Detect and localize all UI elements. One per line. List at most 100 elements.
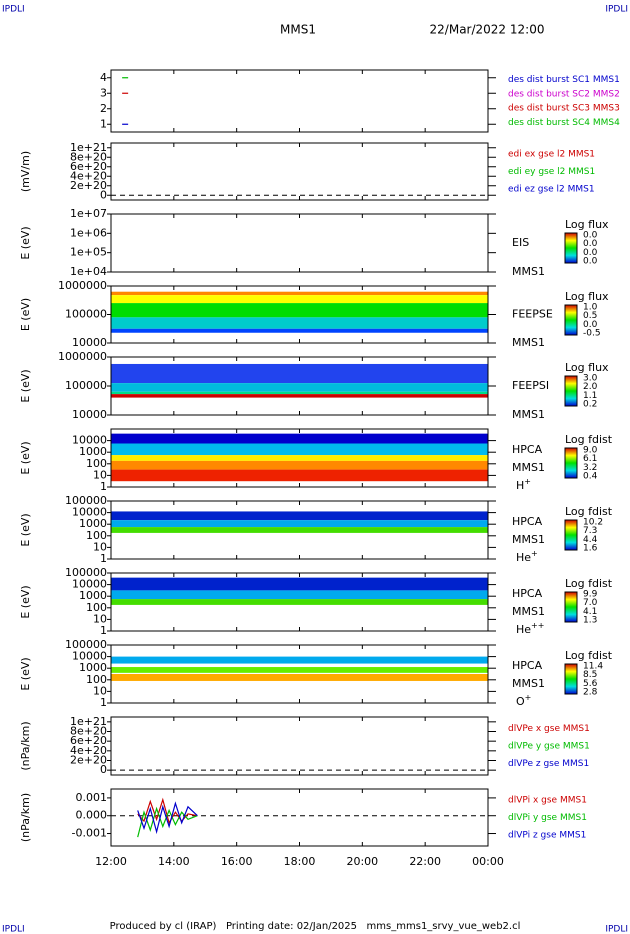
y-tick-label: 8e+20 — [70, 150, 107, 163]
y-tick-label: 10 — [93, 684, 107, 697]
y-axis-label: E (eV) — [19, 298, 32, 331]
legend-label: des dist burst SC2 MMS2 — [508, 89, 620, 99]
y-tick-label: 1e+06 — [70, 226, 107, 239]
colorbar-label: 2.8 — [583, 688, 598, 698]
spectrogram-fill — [111, 460, 488, 470]
species-base: H — [516, 479, 524, 492]
species-label: O+ — [516, 693, 531, 709]
y-tick-label: 4e+20 — [70, 744, 107, 757]
y-tick-label: 6e+20 — [70, 160, 107, 173]
title: MMS1 — [280, 23, 316, 37]
legend-label: dlVPi z gse MMS1 — [508, 830, 586, 840]
y-tick-label: 3 — [100, 86, 107, 99]
legend-label: des dist burst SC3 MMS3 — [508, 104, 620, 114]
colorbar-label: 10.2 — [583, 518, 603, 528]
y-tick-label: 4e+20 — [70, 169, 107, 182]
instrument-label: HPCA — [512, 443, 543, 456]
spectrogram-fill — [111, 511, 488, 521]
colorbar-label: 9.0 — [583, 446, 598, 456]
y-tick-label: 10000 — [72, 650, 107, 663]
y-tick-label: 2 — [100, 102, 107, 115]
colorbar-label: 7.0 — [583, 598, 598, 608]
colorbar-label: 3.0 — [583, 374, 598, 384]
spectrogram-fill — [111, 391, 488, 395]
y-tick-label: 100 — [86, 457, 107, 470]
colorbar-label: 0.4 — [583, 472, 598, 482]
legend-label: edi ez gse l2 MMS1 — [508, 184, 595, 194]
colorbar-label: 11.4 — [583, 662, 603, 672]
y-tick-label: 1e+21 — [70, 141, 107, 154]
y-tick-label: 4 — [100, 71, 107, 84]
y-tick-label: 1000 — [79, 445, 107, 458]
species-base: He — [516, 551, 531, 564]
spacecraft-label: MMS1 — [512, 336, 545, 349]
y-tick-label: 10000 — [72, 506, 107, 519]
y-tick-label: 100000 — [65, 566, 107, 579]
panel-frame — [110, 213, 489, 273]
y-axis-label: (nPa/km) — [19, 721, 32, 770]
y-axis-label: E (eV) — [19, 226, 32, 259]
colorbar-label: 1.0 — [583, 303, 598, 313]
y-tick-label: 1e+07 — [70, 207, 107, 220]
spectrogram-fill — [111, 363, 488, 384]
spectrogram-fill — [111, 656, 488, 664]
y-tick-label: 10000 — [72, 434, 107, 447]
y-tick-label: 1 — [100, 552, 107, 565]
spectrogram-fill — [111, 590, 488, 600]
x-tick-label: 20:00 — [346, 855, 378, 868]
y-tick-label: 1000 — [79, 517, 107, 530]
y-tick-label: 100 — [86, 673, 107, 686]
y-tick-label: 1000 — [79, 661, 107, 674]
panel-frame — [110, 69, 489, 133]
y-tick-label: -0.001 — [72, 827, 107, 840]
y-axis-label: E (eV) — [19, 585, 32, 618]
y-tick-label: 100000 — [65, 308, 107, 321]
y-axis-label: E (eV) — [19, 441, 32, 474]
spectrogram-fill — [111, 674, 488, 681]
y-tick-label: 2e+20 — [70, 179, 107, 192]
colorbar-title: Log fdist — [565, 649, 613, 662]
y-tick-label: 10000 — [72, 408, 107, 421]
y-tick-label: 1 — [100, 696, 107, 709]
colorbar-label: 0.0 — [583, 257, 598, 267]
spectrogram-fill — [111, 383, 488, 392]
spacecraft-label: MMS1 — [512, 677, 545, 690]
footer: Produced by cl (IRAP) Printing date: 02/… — [110, 921, 521, 932]
legend-label: des dist burst SC4 MMS4 — [508, 118, 620, 128]
spectrogram-fill — [111, 394, 488, 398]
colorbar-label: 9.9 — [583, 590, 598, 600]
y-tick-label: 100000 — [65, 638, 107, 651]
species-charge: ++ — [531, 621, 544, 630]
colorbar — [564, 232, 578, 264]
spectrogram-fill — [111, 443, 488, 456]
spacecraft-label: MMS1 — [512, 605, 545, 618]
colorbar-title: Log flux — [565, 290, 609, 303]
legend-label: dlVPe z gse MMS1 — [508, 759, 589, 769]
spectrogram-fill — [111, 303, 488, 318]
y-tick-label: 0.000 — [76, 809, 108, 822]
colorbar-label: 1.6 — [583, 544, 598, 554]
x-tick-label: 22:00 — [409, 855, 441, 868]
y-tick-label: 10000 — [72, 336, 107, 349]
y-tick-label: 100 — [86, 529, 107, 542]
corner-label: IPDLI — [2, 5, 25, 15]
colorbar — [564, 591, 578, 623]
panel-frame — [110, 716, 489, 776]
colorbar — [564, 375, 578, 407]
spectrogram-fill — [111, 520, 488, 528]
y-tick-label: 0 — [100, 188, 107, 201]
colorbar-label: 0.0 — [583, 239, 598, 249]
x-tick-label: 16:00 — [221, 855, 253, 868]
instrument-label: FEEPSI — [512, 379, 549, 392]
colorbar-label: 0.0 — [583, 320, 598, 330]
y-tick-label: 10000 — [72, 578, 107, 591]
spectrogram-fill — [111, 433, 488, 444]
y-tick-label: 8e+20 — [70, 725, 107, 738]
instrument-label: EIS — [512, 236, 529, 249]
colorbar-title: Log flux — [565, 361, 609, 374]
y-tick-label: 1e+04 — [70, 265, 107, 278]
colorbar-label: 6.1 — [583, 454, 597, 464]
spectrogram-fill — [111, 295, 488, 304]
colorbar — [564, 304, 578, 336]
